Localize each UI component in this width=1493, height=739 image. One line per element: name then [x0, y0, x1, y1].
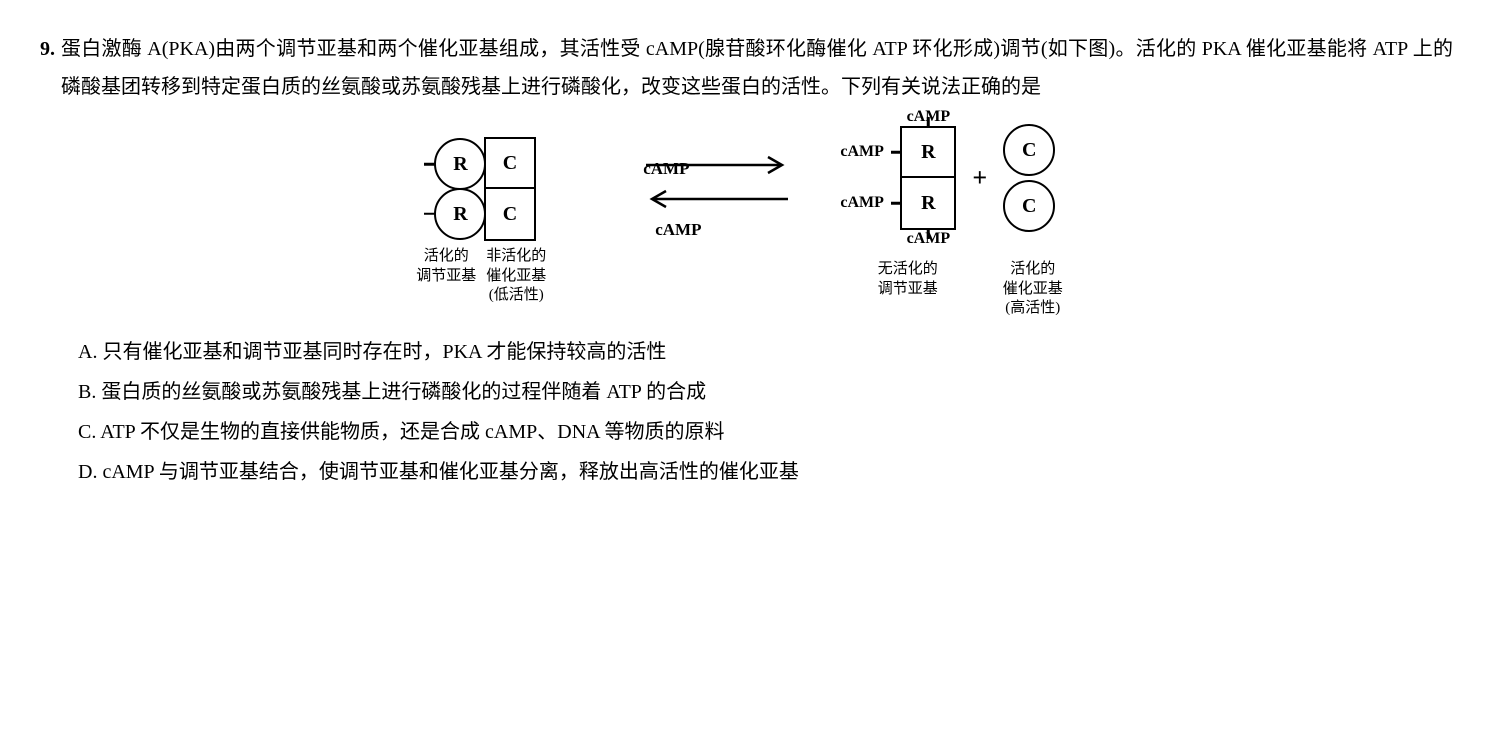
camp-reverse-label: cAMP [655, 214, 701, 246]
r-subunit-circle: R [434, 188, 486, 240]
plus-sign: + [972, 153, 987, 202]
r-tick-icon [424, 163, 436, 166]
question-number: 9. [40, 30, 55, 68]
left-c-label-text: 非活化的 催化亚基 (低活性) [486, 248, 546, 303]
left-labels: 活化的 调节亚基 非活化的 催化亚基 (低活性) [415, 247, 555, 306]
pka-diagram: R R C C 活化的 调节亚基 非活化的 催化亚基 (低活性) [40, 124, 1453, 319]
right-r-label: 无活化的 调节亚基 [858, 260, 958, 299]
camp-side-label: cAMP [907, 224, 951, 254]
active-complex: cAMP cAMP R cAMP cAMP R + C C [900, 124, 1055, 232]
c-label: C [1022, 187, 1036, 225]
forward-arrow-row: cAMP cAMP [583, 147, 850, 179]
c-subunit-circle: C [1003, 124, 1055, 176]
stem-text: 蛋白激酶 A(PKA)由两个调节亚基和两个催化亚基组成，其活性受 cAMP(腺苷… [61, 30, 1453, 106]
option-b: B. 蛋白质的丝氨酸或苏氨酸残基上进行磷酸化的过程伴随着 ATP 的合成 [78, 373, 1453, 411]
r-column-left: R R [434, 138, 486, 240]
c-column-left: C C [484, 137, 536, 241]
reverse-arrow-icon [642, 189, 792, 213]
c-circle-column: C C [1003, 124, 1055, 232]
c-subunit-box: C [484, 189, 536, 241]
r-label: R [921, 133, 935, 171]
tick-left-icon [891, 202, 902, 205]
c-label: C [1022, 131, 1036, 169]
right-c-label: 活化的 催化亚基 (高活性) [988, 260, 1078, 319]
option-d: D. cAMP 与调节亚基结合，使调节亚基和催化亚基分离，释放出高活性的催化亚基 [78, 453, 1453, 491]
question-stem: 9. 蛋白激酶 A(PKA)由两个调节亚基和两个催化亚基组成，其活性受 cAMP… [40, 30, 1453, 106]
r-label: R [453, 195, 467, 233]
option-c: C. ATP 不仅是生物的直接供能物质，还是合成 cAMP、DNA 等物质的原料 [78, 413, 1453, 451]
r-label: R [921, 184, 935, 222]
camp-side-label: cAMP [840, 137, 884, 167]
r-subunit-circle: R [434, 138, 486, 190]
r-subunit-box: cAMP cAMP R [900, 178, 956, 230]
camp-side-label: cAMP [840, 188, 884, 218]
option-a: A. 只有催化亚基和调节亚基同时存在时，PKA 才能保持较高的活性 [78, 333, 1453, 371]
diagram-left-complex: R R C C 活化的 调节亚基 非活化的 催化亚基 (低活性) [415, 137, 555, 306]
r-label: R [453, 145, 467, 183]
tick-left-icon [891, 151, 902, 154]
c-subunit-box: C [484, 137, 536, 189]
r-subunit-box: cAMP cAMP R [900, 126, 956, 178]
inactive-complex: R R C C [434, 137, 536, 241]
c-label: C [503, 144, 517, 182]
equilibrium-arrows: cAMP cAMP cAMP cAMP cAMP cAMP [583, 147, 850, 246]
camp-side-label: cAMP [907, 102, 951, 132]
c-label: C [503, 195, 517, 233]
reverse-arrow-row: cAMP cAMP [583, 185, 850, 217]
r-box-column: cAMP cAMP R cAMP cAMP R [900, 126, 956, 230]
options-list: A. 只有催化亚基和调节亚基同时存在时，PKA 才能保持较高的活性 B. 蛋白质… [78, 333, 1453, 491]
camp-forward-label: cAMP [643, 153, 689, 185]
r-tick-icon [424, 213, 436, 216]
left-c-label: 非活化的 催化亚基 (低活性) [477, 247, 555, 306]
left-r-label: 活化的 调节亚基 [415, 247, 477, 306]
diagram-right-complex: cAMP cAMP R cAMP cAMP R + C C [878, 124, 1078, 319]
right-labels: 无活化的 调节亚基 活化的 催化亚基 (高活性) [878, 260, 1078, 319]
c-subunit-circle: C [1003, 180, 1055, 232]
